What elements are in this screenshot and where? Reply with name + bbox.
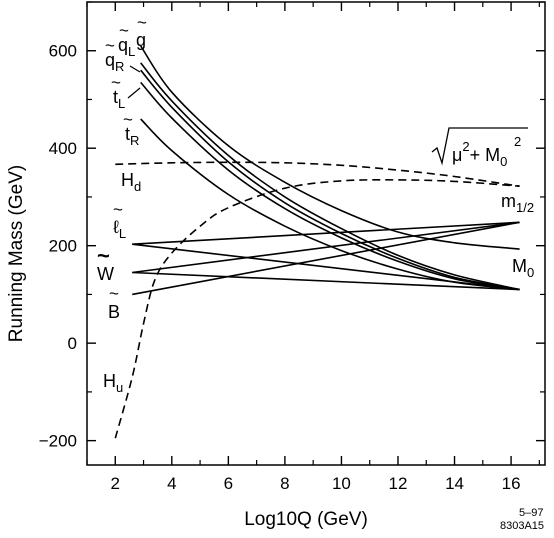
y-tick-label: −200 [39,432,77,451]
plot-frame [86,1,546,466]
label-stop-left: tL [113,87,125,111]
y-tick-label: 400 [49,139,77,158]
curve-wino-to-m0 [132,271,520,291]
tilde-slepton-left: ~ [113,200,123,219]
label-higgs-u: Hu [103,371,123,395]
x-tick-label: 8 [280,474,289,493]
label-gluino: g [136,30,146,50]
figure-date: 5–97 [519,507,543,519]
tilde-squark-right: ~ [105,36,115,55]
tilde-stop-right: ~ [123,110,133,129]
curve-stop-left [140,81,520,291]
x-tick-label: 2 [111,474,120,493]
x-tick-label: 4 [167,474,176,493]
tilde-stop-left: ~ [111,73,121,92]
figure-code: 8303A15 [500,520,544,532]
y-tick-label: 600 [49,42,77,61]
curve-squark-left [140,62,520,291]
tilde-wino: ~ [97,243,110,268]
x-axis-title: Log10Q (GeV) [244,509,368,530]
label-wino: W [97,264,114,284]
curve-bino [132,221,520,296]
curve-labels: g ~ qL ~ qR ~ tL ~ tR ~ Hd ℓL ~ W ~ B ~ … [97,13,534,395]
sqrt-radical [431,127,528,166]
tilde-bino: ~ [109,284,119,303]
x-tick-label: 10 [332,474,351,493]
curve-squark-right [140,69,520,291]
curve-higgs-d [115,161,520,187]
label-higgs-d: Hd [121,170,141,194]
label-slepton-left: ℓL [113,217,126,241]
y-tick-label: 200 [49,237,77,256]
label-stop-right: tR [125,124,139,148]
curve-gluino [140,45,520,250]
curve-slepton-left [132,243,520,291]
label-m-half: m1/2 [501,191,534,215]
label-squark-right: qR [105,50,124,74]
x-tick-label: 14 [445,474,464,493]
label-m-zero: M0 [512,256,534,280]
figure-id: 5–97 8303A15 [500,507,544,532]
label-sqrt-m0-sup: 2 [514,134,521,149]
curve-wino [132,221,520,274]
label-sqrt-mu-m0: μ2+ M0 [452,139,507,169]
x-tick-label: 6 [224,474,233,493]
y-tick-label: 0 [68,334,77,353]
label-squark-left: qL [118,35,135,59]
curve-slepton-right-line [132,221,520,246]
y-axis-title: Running Mass (GeV) [6,165,27,342]
x-tick-label: 16 [502,474,521,493]
curve-higgs-u [114,179,520,439]
tilde-squark-left: ~ [119,21,129,40]
x-tick-label: 12 [389,474,408,493]
label-bino: B [108,302,120,322]
tilde-gluino: ~ [137,13,147,32]
leader-squark-right [129,65,141,73]
leader-stop-left [127,87,141,99]
curves [114,45,520,439]
axes: 2 4 6 8 10 12 14 16 600 400 200 0 −200 Log10Q (GeV) Ru… [6,1,546,530]
